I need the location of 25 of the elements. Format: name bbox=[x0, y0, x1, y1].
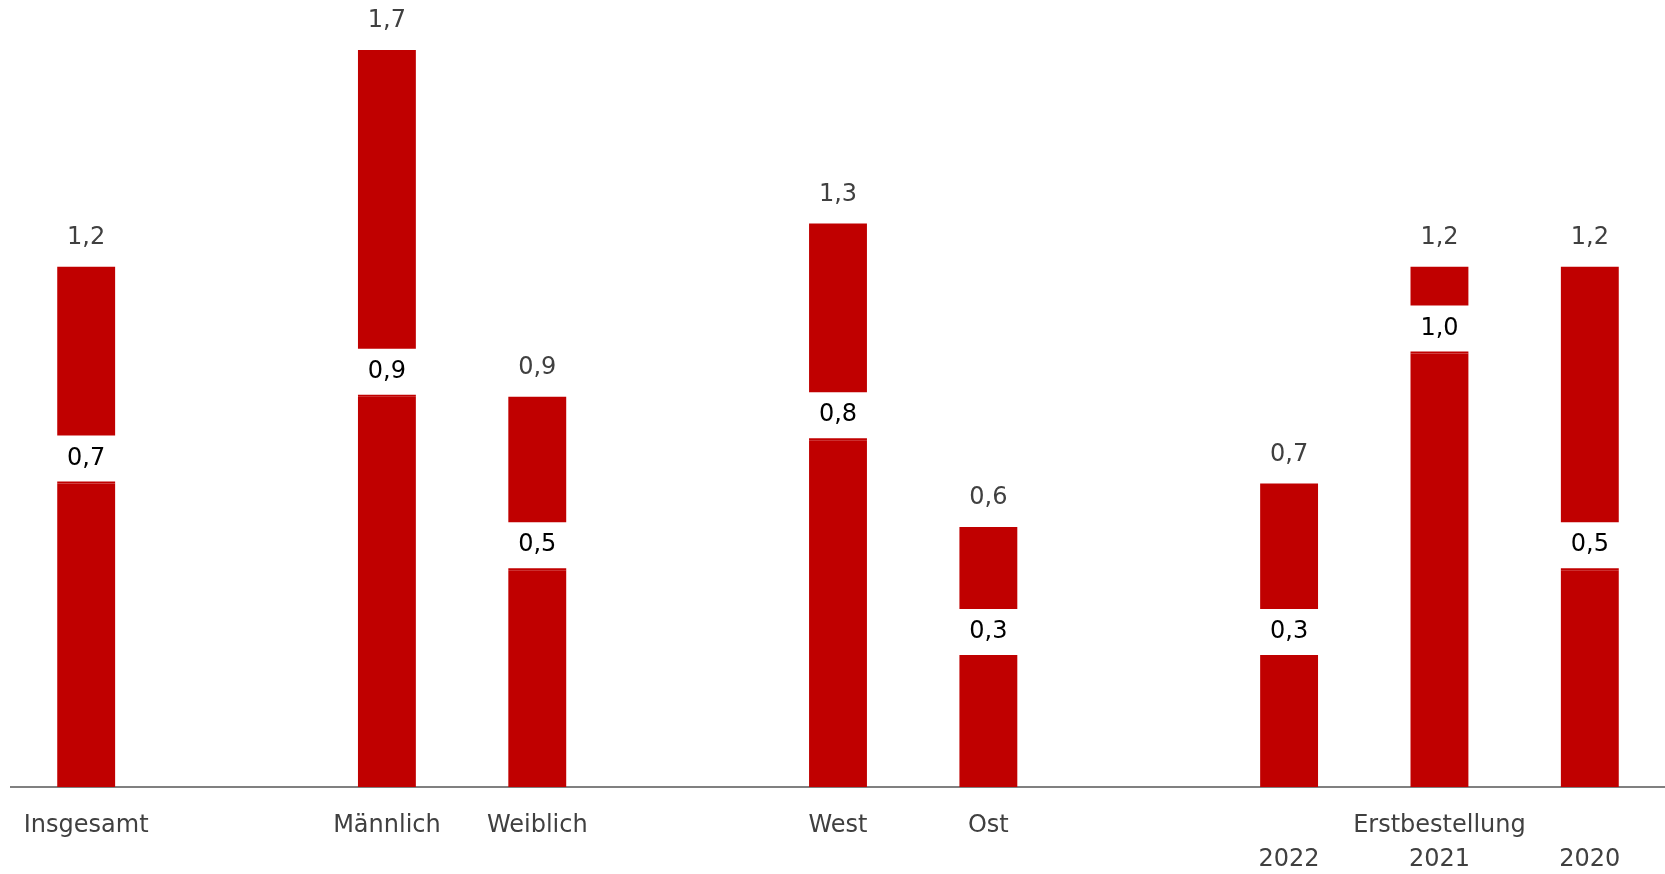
data-label: 0,8 bbox=[818, 399, 858, 428]
data-label: 0,5 bbox=[1570, 529, 1609, 558]
x-tick-label: 2020 bbox=[1559, 844, 1621, 873]
total-label: 1,2 bbox=[1570, 222, 1609, 250]
total-label: 0,7 bbox=[1270, 438, 1309, 467]
x-tick-label: West bbox=[808, 810, 868, 839]
x-tick-label: Männlich bbox=[333, 810, 441, 839]
total-label: 1,7 bbox=[367, 5, 406, 34]
total-label: 1,2 bbox=[1420, 222, 1459, 250]
data-label: 0,9 bbox=[367, 356, 406, 385]
x-tick-label: 2021 bbox=[1408, 844, 1470, 873]
x-tick-label: Ost bbox=[967, 810, 1009, 839]
x-tick-label: Insgesamt bbox=[23, 810, 149, 839]
text: Erstbestellung bbox=[1353, 810, 1526, 839]
data-label: 0,7 bbox=[67, 442, 106, 471]
total-label: 1,2 bbox=[67, 222, 106, 250]
total-label: 1,3 bbox=[818, 178, 858, 207]
total-label: 0,9 bbox=[518, 352, 557, 381]
x-tick-label: 2022 bbox=[1258, 844, 1320, 873]
data-label: 0,5 bbox=[518, 529, 557, 558]
data-label: 1,0 bbox=[1420, 312, 1459, 341]
total-label: 0,6 bbox=[969, 482, 1008, 511]
data-label: 0,3 bbox=[969, 616, 1008, 645]
data-label: 0,3 bbox=[1270, 616, 1309, 645]
x-tick-label: Weiblich bbox=[486, 810, 588, 839]
